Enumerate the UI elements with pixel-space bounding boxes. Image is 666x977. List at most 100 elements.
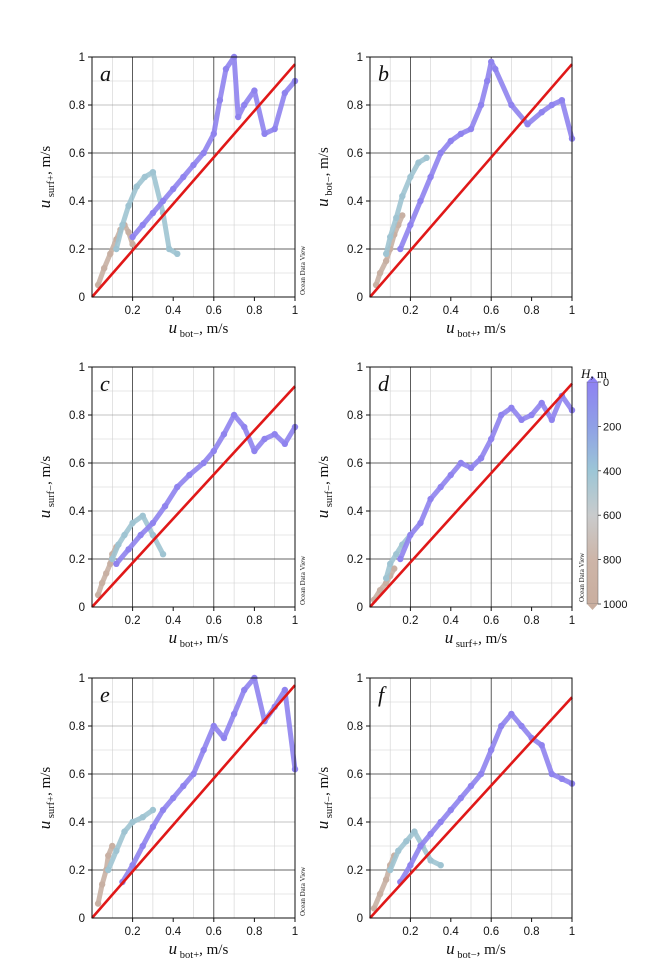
x-tick-label: 0.8 (524, 615, 540, 627)
series-shallow-line (397, 393, 575, 562)
data-point-mid (125, 202, 132, 209)
data-point-shallow (281, 686, 289, 694)
plot-frame (369, 677, 573, 919)
data-point-shallow (241, 101, 248, 109)
data-point-shallow (234, 113, 242, 121)
data-point-shallow (467, 125, 475, 133)
colorbar-tick-label: 200 (603, 421, 621, 433)
panel-letter: f (378, 682, 387, 707)
x-tick-label: 0.6 (483, 305, 499, 317)
x-tick-label: 0.4 (443, 305, 460, 317)
x-tick-label: 0.8 (246, 305, 262, 317)
y-axis-subscript: surf+ (46, 175, 57, 200)
data-point-shallow (538, 742, 545, 749)
data-point-shallow (251, 87, 258, 94)
y-tick-label: 0.6 (347, 769, 363, 781)
x-axis-symbol: u (169, 318, 178, 337)
y-axis-symbol: u (35, 821, 54, 830)
data-point-mid (382, 250, 390, 257)
data-point-shallow (139, 221, 146, 229)
data-point-mid (393, 551, 400, 558)
data-point-shallow (222, 65, 230, 73)
y-tick-label: 0.4 (69, 506, 86, 518)
y-axis-label: u surf+, m/s (35, 146, 57, 209)
data-point-shallow (216, 97, 224, 104)
y-tick-label: 0.2 (69, 865, 85, 877)
y-axis-subscript: bot− (324, 176, 335, 198)
data-point-mid (149, 806, 157, 814)
x-tick-label: 0.8 (524, 926, 540, 938)
data-point-shallow (528, 411, 535, 419)
colorbar-tick-label: 1000 (603, 599, 627, 611)
y-tick-label: 0.2 (69, 244, 85, 256)
data-point-mid (139, 814, 146, 821)
y-tick-label: 1 (79, 673, 85, 685)
data-point-mid (159, 551, 167, 558)
x-axis-symbol: u (445, 628, 454, 647)
y-axis-symbol: u (35, 200, 54, 209)
panel-letter: b (378, 61, 389, 86)
data-point-deep (382, 876, 390, 883)
data-point-deep (94, 900, 102, 907)
data-point-shallow (241, 686, 248, 694)
y-tick-label: 0.2 (69, 554, 85, 566)
panel-letter: d (378, 371, 390, 396)
origin-label: 0 (357, 602, 363, 614)
y-axis-label: u bot−, m/s (313, 147, 335, 207)
regression-line (369, 63, 573, 298)
data-point-shallow (180, 782, 187, 790)
data-point-shallow (437, 149, 444, 157)
x-tick-label: 0.2 (125, 926, 141, 938)
data-point-shallow (558, 97, 566, 104)
data-point-shallow (498, 722, 505, 730)
data-point-shallow (483, 77, 491, 85)
y-tick-label: 1 (357, 673, 363, 685)
x-axis-subscript: bot+ (177, 639, 199, 650)
data-point-mid (129, 818, 136, 826)
plot-frame (369, 366, 573, 608)
y-tick-label: 0.8 (347, 410, 363, 422)
data-point-deep (107, 250, 114, 257)
x-axis-unit: , m/s (199, 631, 228, 647)
data-point-shallow (407, 221, 414, 229)
data-point-deep (107, 560, 114, 567)
regression-line (369, 382, 573, 608)
data-point-shallow (447, 471, 454, 479)
data-point-shallow (447, 806, 454, 814)
data-point-shallow (437, 483, 444, 491)
data-point-shallow (159, 806, 167, 814)
data-point-mid (387, 233, 394, 241)
x-tick-label: 0.4 (165, 615, 182, 627)
data-point-shallow (508, 404, 515, 411)
plot-frame (91, 366, 296, 608)
data-point-mid (113, 847, 120, 854)
y-tick-label: 1 (357, 52, 363, 64)
data-point-shallow (261, 435, 268, 443)
data-point-shallow (186, 471, 193, 479)
data-point-shallow (548, 101, 555, 109)
y-tick-label: 0.4 (347, 506, 364, 518)
x-axis-subscript: surf+ (453, 639, 478, 650)
x-tick-label: 0.6 (206, 926, 222, 938)
data-point-shallow (477, 770, 485, 778)
y-axis-label: u surf+, m/s (35, 767, 57, 830)
regression-line (369, 696, 573, 919)
data-point-mid (411, 828, 418, 835)
y-tick-label: 1 (357, 362, 363, 374)
data-point-deep (105, 852, 112, 859)
y-tick-label: 0.8 (69, 100, 85, 112)
x-tick-label: 0.4 (165, 926, 182, 938)
x-tick-label: 0.4 (443, 615, 460, 627)
data-point-shallow (261, 130, 268, 137)
data-point-shallow (492, 65, 499, 73)
data-point-mid (399, 193, 406, 200)
x-axis-unit: , m/s (477, 942, 506, 958)
data-point-shallow (149, 823, 157, 830)
x-tick-label: 0.6 (206, 615, 222, 627)
x-tick-label: 0.2 (402, 926, 418, 938)
data-point-shallow (241, 423, 248, 431)
origin-label: 0 (357, 913, 363, 925)
x-tick-label: 0.2 (402, 615, 418, 627)
origin-label: 0 (79, 292, 85, 304)
